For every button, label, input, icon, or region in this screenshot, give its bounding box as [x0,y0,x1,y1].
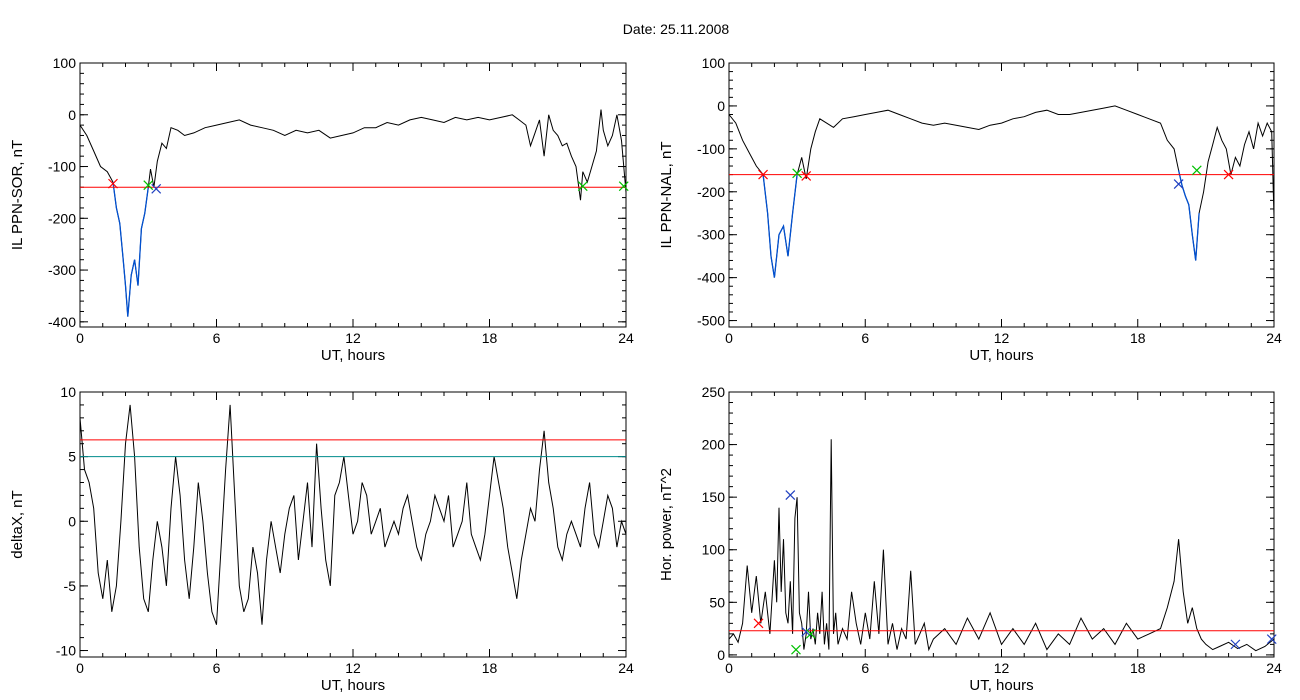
y-tick-label: 50 [709,594,725,610]
y-tick-label: -400 [48,314,76,330]
y-tick-label: -200 [48,210,76,226]
x-tick-label: 0 [76,660,84,676]
x-tick-label: 24 [1266,660,1282,676]
y-tick-label: -300 [48,262,76,278]
event-marker [143,180,154,191]
x-tick-label: 6 [861,660,869,676]
y-tick-label: -200 [697,184,725,200]
series-line [728,439,1275,652]
y-tick-label: -10 [56,643,76,659]
x-tick-label: 18 [482,330,498,346]
event-marker [785,490,796,500]
x-tick-label: 6 [861,330,869,346]
x-axis-label: UT, hours [969,347,1033,364]
y-tick-label: 0 [717,98,725,114]
x-tick-label: 24 [618,660,634,676]
y-tick-label: 200 [702,437,726,453]
event-marker [758,169,768,180]
plot-frame [79,62,627,328]
x-tick-label: 24 [1266,330,1282,346]
event-marker [1230,639,1241,650]
y-tick-label: 100 [702,542,726,558]
x-tick-label: 0 [725,660,733,676]
y-tick-label: -5 [64,578,77,594]
event-marker [1191,165,1202,176]
y-axis-label: IL PPN-NAL, nT [658,142,675,249]
x-tick-label: 24 [618,330,634,346]
y-tick-label: -100 [48,159,76,175]
event-marker [618,181,629,192]
highlight-segment [762,174,798,278]
x-axis-label: UT, hours [321,347,385,364]
panel-ppn-sor: 0 6 12 18 24 100 0 -100 -200 -300 -400 UT, hours IL … [9,55,634,364]
x-tick-label: 6 [213,330,221,346]
plot-frame [728,62,1275,328]
y-tick-label: 0 [68,107,76,123]
y-tick-label: 10 [60,384,76,400]
y-tick-label: 0 [68,513,76,529]
x-tick-label: 18 [1130,330,1146,346]
event-marker [805,628,816,639]
x-tick-label: 0 [725,330,733,346]
event-marker [1173,179,1184,189]
plot-frame [728,391,1275,658]
event-marker [108,178,118,189]
series-line [728,105,1275,278]
x-tick-label: 18 [482,660,498,676]
event-marker [1223,169,1234,180]
panel-ppn-nal: 0 6 12 18 24 100 0 -100 -200 -300 -400 -500 UT, hour… [658,55,1282,364]
event-marker [577,181,588,192]
y-axis-label: deltaX, nT [9,490,26,558]
x-axis-label: UT, hours [969,677,1033,694]
panel-deltax: 0 6 12 18 24 10 5 0 -5 -10 UT, hours deltaX, nT [9,384,634,694]
x-tick-label: 12 [994,660,1010,676]
y-tick-label: 100 [53,55,77,71]
x-axis-label: UT, hours [321,677,385,694]
y-tick-label: -400 [697,270,725,286]
y-axis-label: Hor. power, nT^2 [658,468,675,581]
event-marker [801,170,812,181]
y-tick-label: -500 [697,313,725,329]
x-tick-label: 12 [345,330,361,346]
panel-hor-power: 0 6 12 18 24 250 200 150 100 50 0 UT, hours Hor. pow… [658,384,1282,694]
date-label: Date: 25.11.2008 [623,21,730,37]
x-tick-label: 18 [1130,660,1146,676]
event-marker [753,618,764,629]
highlight-segment [1177,170,1200,261]
series-line [79,404,627,625]
y-axis-label: IL PPN-SOR, nT [9,140,26,250]
y-tick-label: 100 [702,55,726,71]
event-marker [151,183,162,194]
event-marker [1266,634,1277,645]
highlight-segment [112,182,149,317]
x-tick-label: 12 [994,330,1010,346]
x-tick-label: 6 [213,660,221,676]
event-marker [792,168,803,179]
series-line [79,109,627,317]
y-tick-label: 250 [702,384,726,400]
y-tick-label: 0 [717,647,725,663]
y-tick-label: -100 [697,141,725,157]
y-tick-label: 150 [702,489,726,505]
x-tick-label: 12 [345,660,361,676]
y-tick-label: 5 [68,449,76,465]
y-tick-label: -300 [697,227,725,243]
event-marker [791,644,801,655]
x-tick-label: 0 [76,330,84,346]
